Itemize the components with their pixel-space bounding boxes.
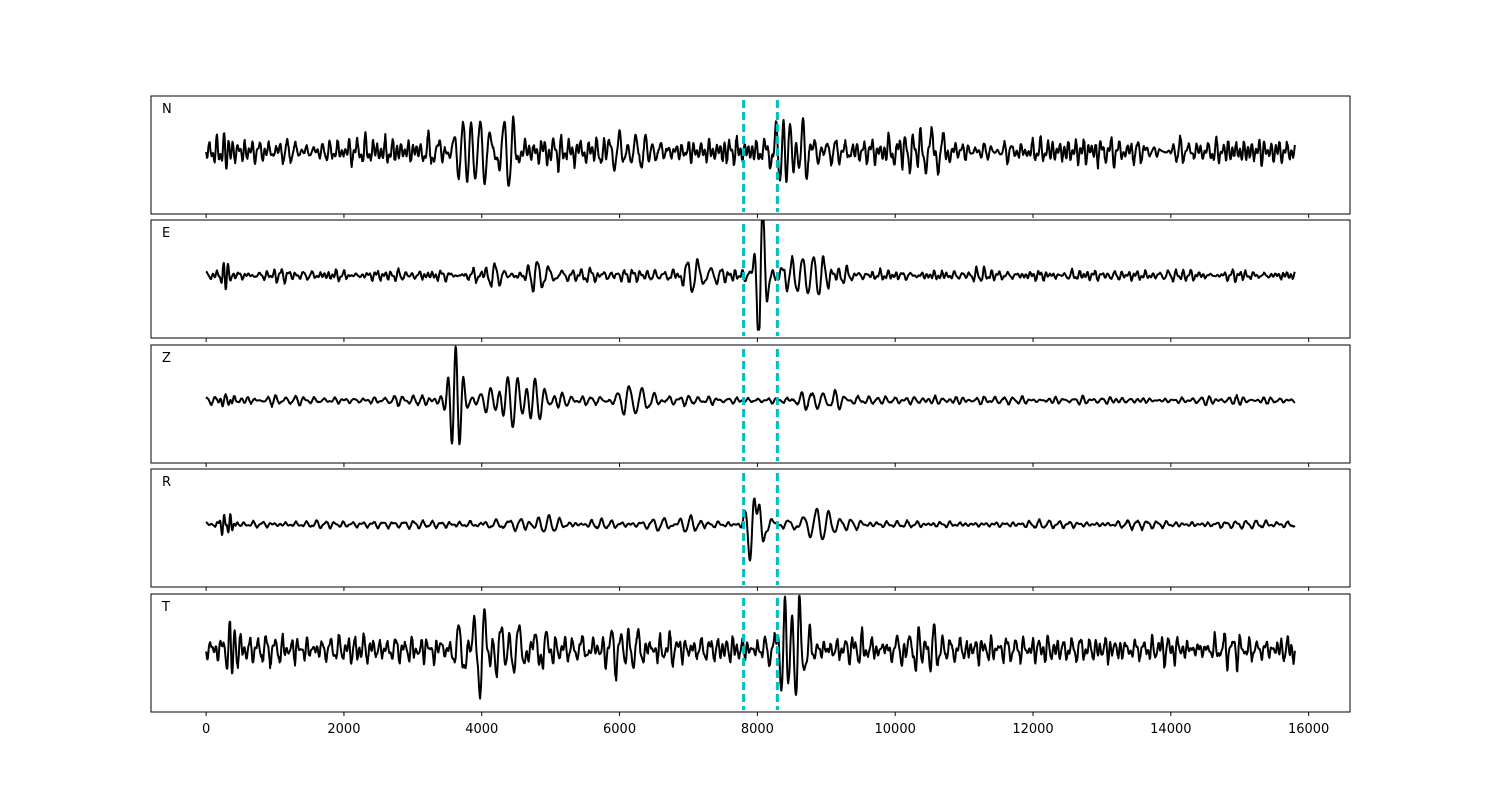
trace-panel-t: T xyxy=(150,593,1351,716)
waveform-trace-r xyxy=(205,497,1296,562)
panel-frame xyxy=(150,95,1351,215)
waveform-trace-n xyxy=(205,115,1296,187)
panel-label-e: E xyxy=(162,226,170,241)
panel-label-t: T xyxy=(161,600,170,615)
x-tick-label: 2000 xyxy=(327,722,360,737)
trace-panel-n: N xyxy=(150,95,1351,218)
x-axis: 0 2000 4000 6000 8000 10000 12000 14000 16000 xyxy=(202,722,1329,737)
waveform-trace-t xyxy=(205,594,1296,700)
x-tick-label: 4000 xyxy=(465,722,498,737)
trace-panel-z: Z xyxy=(150,344,1351,467)
panel-label-n: N xyxy=(162,102,172,117)
panel-frame xyxy=(150,219,1351,339)
panel-label-z: Z xyxy=(162,351,171,366)
waveform-trace-z xyxy=(205,345,1296,446)
x-tick-label: 8000 xyxy=(741,722,774,737)
x-tick-label: 16000 xyxy=(1288,722,1329,737)
trace-panel-r: R xyxy=(150,468,1351,591)
x-tick-label: 12000 xyxy=(1012,722,1053,737)
trace-panel-e: E xyxy=(150,219,1351,342)
x-tick-label: 0 xyxy=(202,722,210,737)
waveform-trace-e xyxy=(205,220,1296,331)
trace-panels: N E Z R T xyxy=(150,95,1351,716)
panel-frame xyxy=(150,344,1351,464)
panel-label-r: R xyxy=(162,475,171,490)
panel-frame xyxy=(150,593,1351,713)
x-tick-label: 6000 xyxy=(603,722,636,737)
x-tick-label: 14000 xyxy=(1150,722,1191,737)
panel-frame xyxy=(150,468,1351,588)
x-tick-label: 10000 xyxy=(875,722,916,737)
